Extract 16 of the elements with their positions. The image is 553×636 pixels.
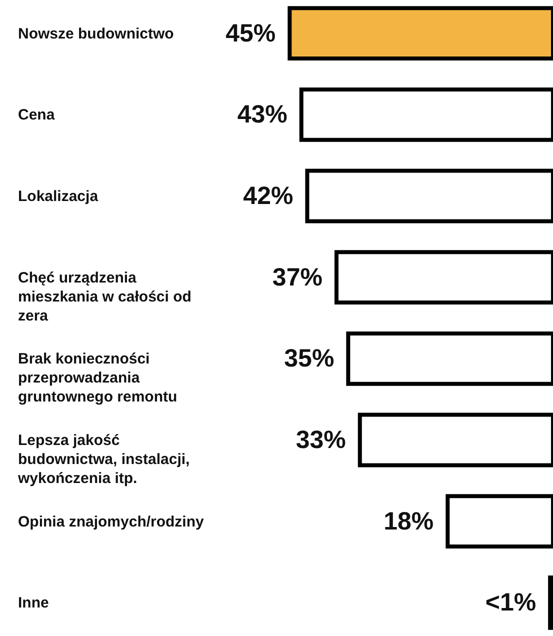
y-tick-label: Nowsze budownictwo xyxy=(18,25,174,42)
y-tick-label: Opinia znajomych/rodziny xyxy=(18,513,205,530)
y-tick-label: Cena xyxy=(18,106,56,124)
data-label: <1% xyxy=(485,588,536,617)
data-label: 42% xyxy=(243,182,294,210)
y-tick-label: Inne xyxy=(18,594,49,612)
y-tick-label: Lokalizacja xyxy=(18,188,99,206)
data-label: 35% xyxy=(284,344,334,373)
data-label: 43% xyxy=(237,100,288,129)
data-label: 37% xyxy=(272,263,322,292)
data-label: 18% xyxy=(384,507,434,536)
y-tick-label: Lepsza jakość budownictwa, instalacji, wykończenia itp. xyxy=(17,432,190,487)
data-label: 33% xyxy=(296,426,346,454)
y-tick-label: Chęć urządzenia mieszkania w całości od zera xyxy=(18,269,192,324)
y-tick-label: Brak konieczności przeprowadzania gruntownego remontu xyxy=(18,350,178,406)
data-label: 45% xyxy=(226,19,276,48)
